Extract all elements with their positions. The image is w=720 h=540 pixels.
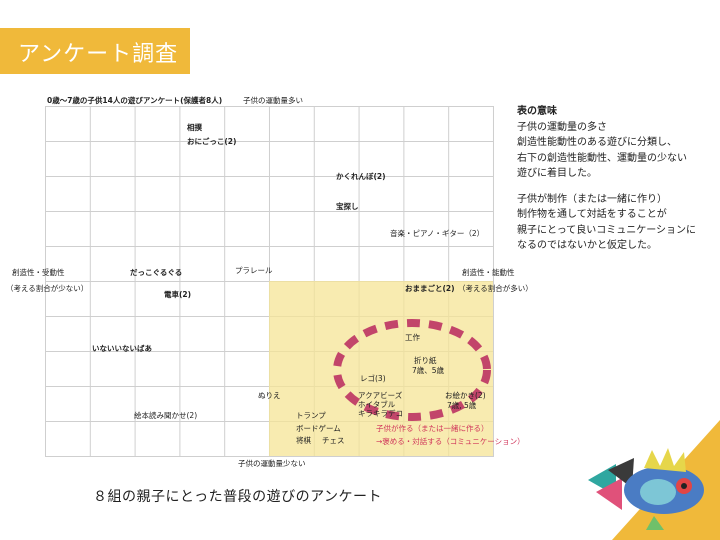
item-dakko: だっこぐるぐる [130, 268, 183, 277]
slide-caption: ８組の親子にとった普段の遊びのアンケート [93, 489, 383, 505]
item-chess: チェス [322, 436, 345, 445]
axis-left-sublabel: （考える割合が少ない） [6, 284, 89, 293]
side-line: 親子にとって良いコミュニケーションに [517, 224, 696, 236]
item-omamagoto: おままごと(2) [405, 284, 455, 293]
item-sumo: 相撲 [187, 123, 202, 132]
item-onigokko: おにごっこ(2) [187, 137, 237, 146]
note-make-together: 子供が作る（または一緒に作る） [376, 424, 489, 433]
axis-left-label: 創造性・受動性 [12, 268, 65, 277]
item-ehon: 絵本読み聞かせ(2) [134, 411, 198, 420]
side-line: 制作物を通して対話をすることが [517, 209, 667, 220]
item-origami-ages: 7歳、5歳 [412, 366, 445, 375]
item-origami: 折り紙 [414, 356, 437, 365]
side-line: 創造性能動性のある遊びに分類し、 [517, 137, 677, 148]
item-aquabeads: アクアビーズ [358, 391, 403, 400]
item-trump: トランプ [296, 411, 326, 420]
item-oekaki: お絵かき(2) [445, 391, 486, 400]
item-plarail: プラレール [235, 266, 273, 275]
item-inaiinai: いないいないばあ [92, 344, 152, 353]
item-densha: 電車(2) [164, 290, 192, 299]
axis-top-label: 子供の運動量多い [243, 96, 303, 105]
item-kakurenbo: かくれんぼ(2) [336, 172, 386, 181]
item-nurie: ぬりえ [258, 391, 281, 400]
item-boardgame: ボードゲーム [296, 424, 341, 433]
item-kirakiradeco: キラキラデコ [358, 409, 403, 418]
axis-right-label: 創造性・能動性 [462, 268, 515, 277]
item-oekaki-ages: 7歳, 5歳 [447, 401, 477, 410]
axis-right-sublabel: （考える割合が多い） [458, 284, 533, 293]
side-line: 右下の創造性能動性、運動量の少ない [517, 152, 687, 164]
slide-title: アンケート調査 [18, 42, 179, 67]
item-takarasagashi: 宝探し [336, 202, 359, 211]
side-line: 子供の運動量の多さ [517, 121, 607, 133]
side-heading: 表の意味 [517, 106, 557, 117]
item-lego: レゴ(3) [360, 374, 386, 383]
side-line: 子供が制作（または一緒に作り） [517, 193, 667, 205]
item-kousaku: 工作 [405, 333, 420, 342]
side-explanation: 表の意味 子供の運動量の多さ 創造性能動性のある遊びに分類し、 右下の創造性能動… [517, 104, 696, 254]
side-line: 遊びに着目した。 [517, 168, 597, 179]
highlight-quadrant [269, 281, 493, 456]
item-shogi: 将棋 [296, 436, 311, 445]
note-communication: →褒める・対話する（コミュニケーション） [376, 437, 525, 446]
item-hoitable: ホイタブル [358, 400, 396, 409]
item-ongaku: 音楽・ピアノ・ギター（2） [390, 229, 485, 238]
title-bar [0, 28, 190, 74]
side-line: なるのではないかと仮定した。 [517, 240, 657, 251]
axis-bottom-label: 子供の運動量少ない [238, 459, 306, 468]
fish-illustration-icon [588, 420, 720, 540]
table-heading: 0歳〜7歳の子供14人の遊びアンケート(保護者8人) [47, 96, 223, 105]
